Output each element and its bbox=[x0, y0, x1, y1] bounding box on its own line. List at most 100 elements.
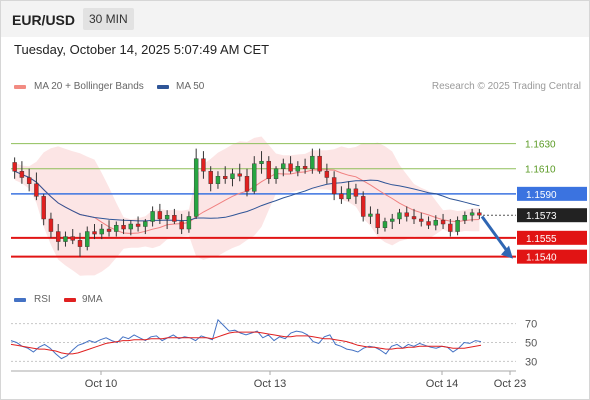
candle-body bbox=[143, 221, 148, 227]
candle-body bbox=[266, 160, 271, 179]
forecast-arrow-head bbox=[501, 245, 513, 259]
candle bbox=[179, 213, 184, 235]
rsi-tick-50: 50 bbox=[525, 338, 537, 350]
x-tick-label: Oct 10 bbox=[85, 378, 117, 390]
credit-text: Research © 2025 Trading Central bbox=[431, 81, 581, 92]
candle bbox=[121, 218, 126, 235]
candle bbox=[244, 168, 250, 197]
candle-body bbox=[223, 176, 228, 179]
candle-body bbox=[368, 213, 373, 217]
candle-body bbox=[63, 236, 68, 242]
candle-body bbox=[433, 220, 438, 226]
candle bbox=[99, 224, 104, 240]
candle bbox=[77, 232, 83, 257]
candle bbox=[360, 191, 366, 222]
header-bar: EUR/USD 30 MIN bbox=[1, 1, 589, 37]
level-tag-1.1540 bbox=[517, 249, 587, 264]
last-price-label: 1.1573 bbox=[526, 211, 557, 222]
candle-body bbox=[397, 212, 402, 220]
candle bbox=[331, 171, 337, 201]
ma20-legend-swatch bbox=[14, 85, 26, 89]
candle bbox=[448, 218, 453, 237]
candle bbox=[477, 208, 482, 219]
bollinger-band-area bbox=[14, 136, 480, 276]
rsi-tick-70: 70 bbox=[525, 319, 537, 331]
candle bbox=[426, 216, 431, 230]
candle bbox=[266, 156, 271, 184]
candle-body bbox=[281, 163, 286, 169]
candle-body bbox=[353, 188, 359, 197]
candle bbox=[34, 172, 39, 201]
candle-body bbox=[317, 155, 322, 172]
timeframe-badge[interactable]: 30 MIN bbox=[83, 8, 134, 30]
x-tick-label: Oct 14 bbox=[426, 378, 458, 390]
candle-body bbox=[164, 215, 170, 220]
candle-body bbox=[92, 231, 97, 235]
candle bbox=[41, 193, 46, 226]
ma20-legend-label: MA 20 + Bollinger Bands bbox=[34, 81, 144, 92]
candle-body bbox=[186, 216, 192, 230]
candle bbox=[230, 168, 235, 187]
candle-body bbox=[419, 218, 424, 222]
candle-body bbox=[41, 196, 46, 220]
candle-body bbox=[375, 213, 380, 228]
candle-body bbox=[26, 177, 32, 184]
candle-body bbox=[121, 225, 126, 230]
candle bbox=[310, 148, 315, 174]
candle bbox=[397, 208, 402, 224]
rsi-tick-30: 30 bbox=[525, 356, 537, 368]
candle-body bbox=[339, 193, 344, 200]
forecast-arrow-shaft bbox=[480, 215, 511, 255]
candle bbox=[48, 212, 54, 238]
candle-body bbox=[114, 225, 119, 232]
level-label-1.1540: 1.1540 bbox=[526, 253, 557, 264]
candle-body bbox=[331, 177, 337, 195]
rsi-legend-label: RSI bbox=[34, 294, 51, 305]
candle-body bbox=[128, 223, 134, 230]
candle-body bbox=[346, 188, 351, 200]
candle bbox=[223, 166, 228, 184]
candle bbox=[440, 213, 446, 230]
candle-body bbox=[201, 158, 206, 172]
candle-body bbox=[157, 211, 163, 220]
candle-body bbox=[252, 163, 257, 192]
candle bbox=[281, 158, 286, 177]
candle-body bbox=[106, 228, 112, 232]
level-label-1.1630: 1.1630 bbox=[525, 140, 556, 151]
candle bbox=[135, 216, 141, 232]
x-tick-label: Oct 23 bbox=[494, 378, 526, 390]
candle-body bbox=[477, 212, 482, 216]
candle-body bbox=[19, 171, 25, 178]
candle bbox=[193, 148, 199, 219]
candle-body bbox=[404, 212, 409, 217]
candle-body bbox=[440, 220, 446, 225]
candle-body bbox=[469, 212, 475, 216]
candle-body bbox=[215, 176, 221, 184]
candle-body bbox=[302, 166, 308, 169]
candle-body bbox=[34, 183, 39, 197]
ma9-legend-swatch bbox=[64, 298, 76, 302]
candle bbox=[150, 206, 155, 227]
level-label-1.1590: 1.1590 bbox=[526, 190, 557, 201]
candle bbox=[19, 161, 25, 184]
candle bbox=[70, 229, 75, 245]
candle-body bbox=[448, 223, 453, 232]
candle-body bbox=[172, 215, 177, 222]
level-label-1.1610: 1.1610 bbox=[525, 165, 556, 176]
candle-body bbox=[77, 240, 83, 247]
candle bbox=[346, 181, 351, 202]
candle bbox=[317, 148, 322, 174]
candle bbox=[462, 211, 468, 224]
candle bbox=[237, 163, 242, 182]
candle bbox=[26, 168, 32, 192]
candle-body bbox=[288, 163, 293, 172]
candle-body bbox=[237, 173, 242, 177]
candle-body bbox=[70, 236, 75, 241]
candle bbox=[186, 211, 192, 233]
candle-body bbox=[150, 211, 155, 222]
candle bbox=[172, 208, 177, 224]
ma50-line bbox=[14, 170, 480, 222]
candle-body bbox=[193, 158, 199, 217]
